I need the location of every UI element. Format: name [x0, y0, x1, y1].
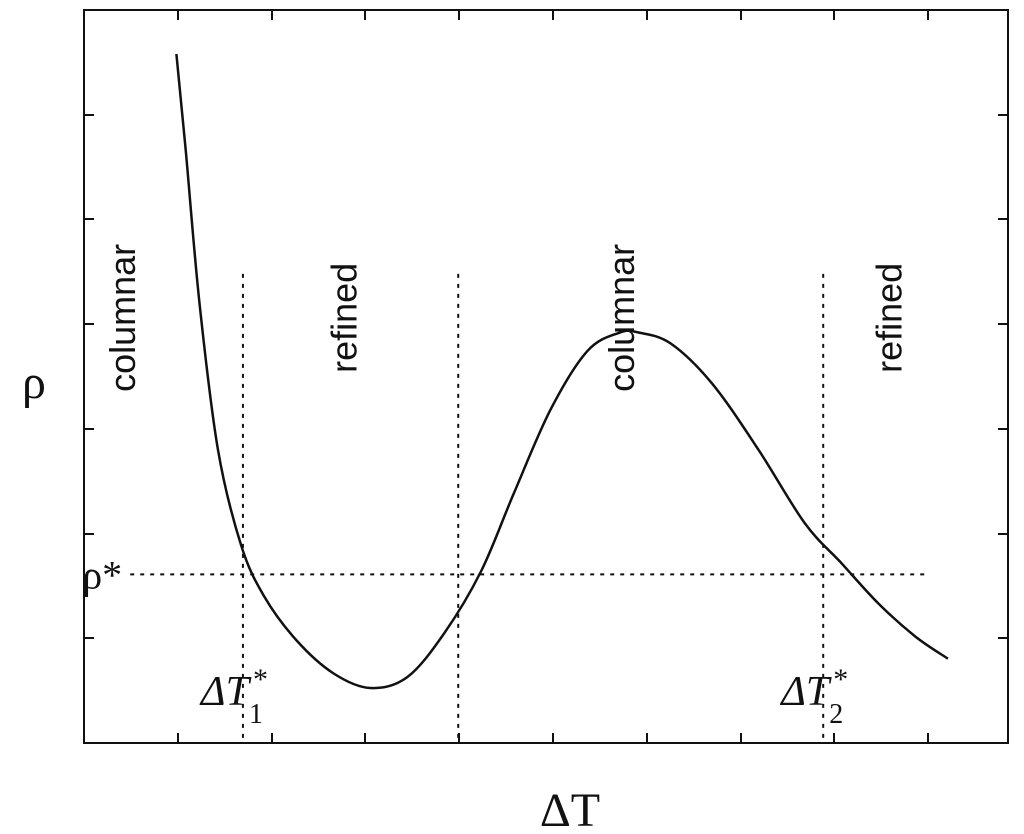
- region-label-1: columnar: [102, 244, 143, 392]
- region-label-2: refined: [324, 263, 365, 373]
- vertical-line-label-3: ΔT2*: [779, 663, 848, 730]
- curve-layer: [175, 53, 949, 690]
- density-curve: [175, 53, 949, 690]
- delta-t-superscript: *: [253, 663, 268, 696]
- x-axis-label: ΔT: [540, 784, 600, 834]
- delta-t-subscript: 2: [829, 699, 843, 730]
- reference-lines: [130, 273, 930, 743]
- delta-t-main: ΔT: [779, 669, 832, 715]
- threshold-label: ρ*: [82, 552, 122, 597]
- delta-t-subscript: 1: [249, 699, 263, 730]
- plot-frame: [83, 9, 1009, 744]
- delta-t-superscript: *: [833, 663, 848, 696]
- y-axis-label: ρ: [22, 356, 46, 409]
- region-label-4: refined: [869, 263, 910, 373]
- vertical-line-label-1: ΔT1*: [199, 663, 268, 730]
- delta-t-main: ΔT: [199, 669, 252, 715]
- region-label-3: columnar: [601, 244, 642, 392]
- axis-ticks: [84, 10, 1008, 743]
